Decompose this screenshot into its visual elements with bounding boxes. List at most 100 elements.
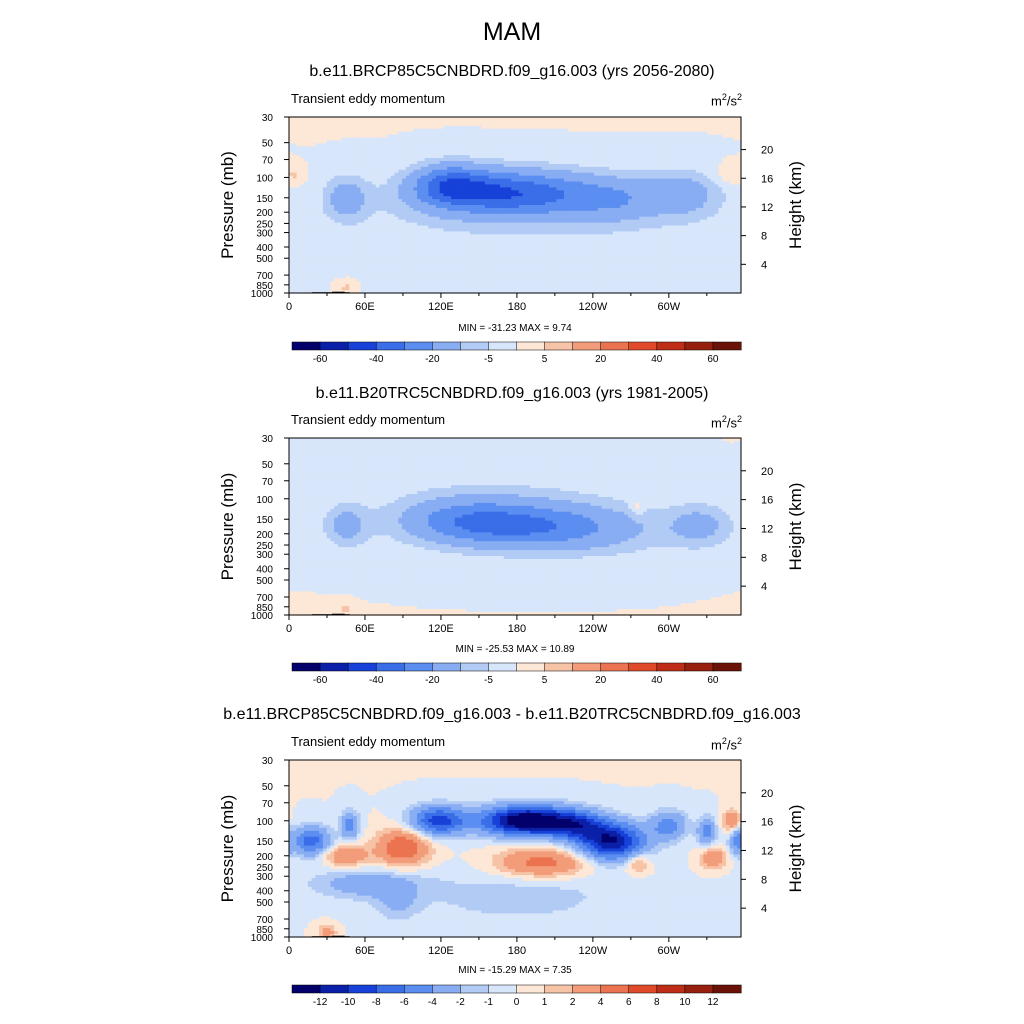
colorbar-swatch (460, 341, 489, 351)
panel-1-x-tick-label: 0 (286, 301, 292, 313)
colorbar-swatch (291, 662, 321, 672)
panel-3-minmax: MIN = -15.29 MAX = 7.35 (289, 965, 741, 976)
panel-2-height-tick-label: 16 (761, 495, 773, 507)
panel-2-y-tick-label: 400 (256, 565, 273, 576)
panel-1-units: m2/s2 (711, 92, 742, 108)
panel-2-topography-2 (332, 613, 345, 615)
colorbar-swatch (347, 341, 377, 351)
panel-3-x-tick-label: 120W (578, 945, 607, 957)
colorbar-swatch (600, 341, 630, 351)
panel-2-y-tick-label: 70 (262, 477, 274, 488)
panel-3-colorbar-label: -2 (456, 997, 465, 1008)
colorbar-swatch (572, 984, 602, 994)
panel-1-colorbar-label: 20 (595, 354, 607, 365)
panel-3-y-tick-label: 250 (256, 863, 273, 874)
panel-1-height-tick-label: 16 (761, 173, 773, 185)
colorbar-swatch (375, 341, 405, 351)
panel-3-colorbar-label: -1 (484, 997, 493, 1008)
colorbar-swatch (544, 662, 574, 672)
panel-3-y-tick-label: 70 (262, 799, 274, 810)
panel-3-x-tick-label: 180 (508, 945, 526, 957)
panel-2-x-tick-label: 120W (578, 623, 607, 635)
panel-2-height-tick-label: 20 (761, 466, 773, 478)
colorbar-swatch (404, 341, 433, 351)
colorbar-swatch (319, 984, 349, 994)
colorbar-swatch (375, 984, 405, 994)
panel-1-x-tick-label: 120E (428, 301, 454, 313)
colorbar-swatch (404, 984, 433, 994)
panel-1-y-tick-label: 250 (256, 219, 273, 230)
panel-3-y-tick-label: 700 (256, 915, 273, 926)
panel-3-variable-label: Transient eddy momentum (291, 734, 445, 749)
panel-1-y-tick-label: 200 (256, 208, 273, 219)
panel-2-x-tick-label: 0 (286, 623, 292, 635)
colorbar-swatch (544, 984, 574, 994)
panel-2-colorbar-label: 40 (651, 675, 663, 686)
colorbar-swatch (291, 341, 321, 351)
panel-1-x-tick-label: 180 (508, 301, 526, 313)
panel-3-height-tick-label: 8 (761, 874, 767, 886)
panel-3-x-tick-label: 60W (658, 945, 681, 957)
panel-3-colorbar-label: 1 (542, 997, 548, 1008)
panel-2-x-tick-label: 120E (428, 623, 454, 635)
panel-1-height-tick-label: 4 (761, 259, 767, 271)
panel-2-minmax: MIN = -25.53 MAX = 10.89 (289, 644, 741, 655)
panel-2-y-tick-label: 700 (256, 593, 273, 604)
panel-3-height-tick-label: 12 (761, 845, 773, 857)
panel-3-ylabel-right: Height (km) (786, 805, 805, 893)
panel-2-title: b.e11.B20TRC5CNBDRD.f09_g16.003 (yrs 198… (0, 385, 1024, 403)
panel-1-height-tick-label: 20 (761, 145, 773, 157)
panel-2-units: m2/s2 (711, 414, 742, 430)
panel-3-y-tick-label: 150 (256, 837, 273, 848)
panel-3-units: m2/s2 (711, 736, 742, 752)
panel-3-colorbar-label: 8 (654, 997, 660, 1008)
panel-3-colorbar-label: 2 (570, 997, 576, 1008)
colorbar-swatch (460, 662, 489, 672)
panel-1-variable-label: Transient eddy momentum (291, 91, 445, 106)
panel-1-x-tick-label: 120W (578, 301, 607, 313)
colorbar-swatch (712, 341, 742, 351)
panel-1-y-tick-label: 1000 (251, 289, 274, 300)
panel-2-y-tick-label: 850 (256, 603, 273, 614)
colorbar-swatch (572, 341, 602, 351)
colorbar-swatch (516, 341, 546, 351)
panel-3-colorbar-label: 12 (707, 997, 719, 1008)
colorbar-swatch (347, 662, 377, 672)
colorbar-swatch (291, 984, 321, 994)
panel-1-frame (288, 116, 742, 294)
panel-2-ylabel-left: Pressure (mb) (218, 473, 237, 581)
panel-1-title: b.e11.BRCP85C5CNBDRD.f09_g16.003 (yrs 20… (0, 63, 1024, 81)
panel-2-colorbar-label: -20 (425, 675, 440, 686)
colorbar-swatch (404, 662, 433, 672)
panel-2-y-tick-label: 200 (256, 530, 273, 541)
panel-3-y-tick-label: 50 (262, 782, 274, 793)
panel-2-variable-label: Transient eddy momentum (291, 412, 445, 427)
panel-3-x-tick-label: 120E (428, 945, 454, 957)
panel-1-y-tick-label: 700 (256, 271, 273, 282)
panel-3-y-tick-label: 400 (256, 887, 273, 898)
colorbar-swatch (432, 662, 461, 672)
panel-3-y-tick-label: 1000 (251, 933, 274, 944)
colorbar-swatch (488, 662, 518, 672)
panel-1-x-tick-label: 60W (658, 301, 681, 313)
panel-1-y-tick-label: 400 (256, 243, 273, 254)
colorbar-swatch (684, 341, 714, 351)
panel-1-y-tick-label: 70 (262, 156, 274, 167)
panel-3-frame (288, 759, 742, 938)
panel-3-height-tick-label: 4 (761, 903, 767, 915)
colorbar-swatch (375, 662, 405, 672)
panel-2-height-tick-label: 4 (761, 581, 767, 593)
panel-3-y-tick-label: 200 (256, 852, 273, 863)
colorbar-swatch (628, 984, 658, 994)
colorbar-swatch (319, 341, 349, 351)
panel-3-colorbar-label: -10 (341, 997, 356, 1008)
panel-1-colorbar (291, 341, 742, 351)
panel-3-colorbar-label: -4 (428, 997, 437, 1008)
panel-3-colorbar-label: -6 (400, 997, 409, 1008)
panel-3-height-tick-label: 20 (761, 788, 773, 800)
panel-2-height-tick-label: 12 (761, 523, 773, 535)
panel-1-height-tick-label: 8 (761, 231, 767, 243)
panel-1-y-tick-label: 300 (256, 229, 273, 240)
panel-3-y-tick-label: 30 (262, 756, 274, 767)
